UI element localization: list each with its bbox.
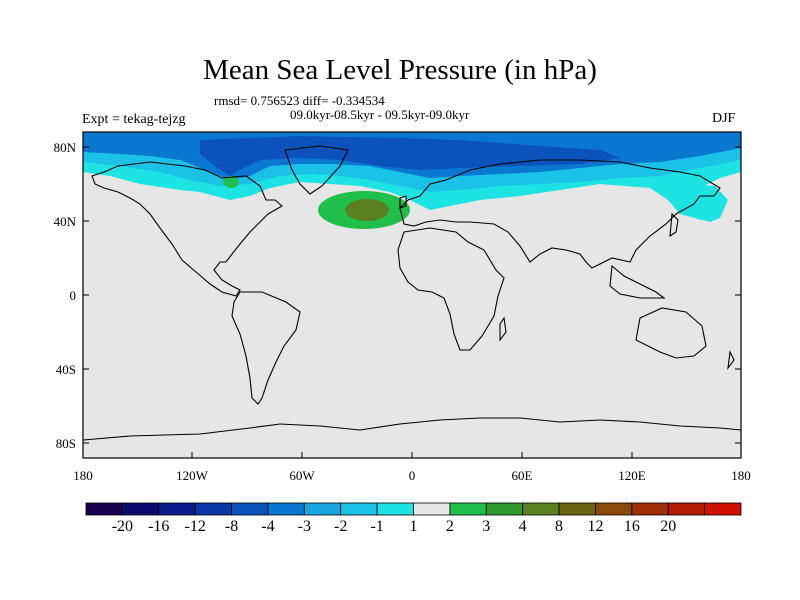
- colorbar-swatch: [522, 502, 560, 516]
- colorbar-swatch: [704, 502, 742, 516]
- colorbar-swatch: [231, 502, 269, 516]
- positive-anomaly-mid: [345, 199, 389, 221]
- x-tick-label: 60E: [511, 468, 533, 483]
- colorbar-swatch: [376, 502, 414, 516]
- colorbar-swatch: [485, 502, 524, 516]
- colorbar-swatch: [340, 502, 378, 516]
- colorbar-swatch: [449, 502, 487, 516]
- x-tick-label: 120E: [618, 468, 646, 483]
- colorbar-swatch: [667, 502, 706, 516]
- colorbar-label: 8: [555, 518, 564, 535]
- colorbar-label: -2: [334, 518, 348, 535]
- colorbar-label: 16: [623, 518, 640, 535]
- colorbar-swatch: [303, 502, 342, 516]
- y-tick-label: 40S: [55, 362, 76, 377]
- x-tick-label: 120W: [176, 468, 208, 483]
- experiment-label: Expt = tekag-tejzg: [82, 112, 186, 127]
- colorbar-label: 1: [409, 518, 418, 535]
- colorbar-label: 12: [587, 518, 604, 535]
- colorbar-label: -8: [224, 518, 239, 535]
- positive-anomaly-small: [223, 176, 239, 188]
- colorbar-swatch: [158, 502, 196, 516]
- y-tick-label: 40N: [53, 214, 76, 229]
- colorbar-label: 2: [445, 518, 454, 535]
- colorbar-label: -1: [370, 518, 384, 535]
- colorbar-swatch: [558, 502, 596, 516]
- colorbar-label: -3: [297, 518, 311, 535]
- colorbar-label: 3: [482, 518, 491, 535]
- colorbar-label: -12: [184, 518, 206, 535]
- y-tick-label: 80N: [53, 140, 76, 155]
- colorbar-label: -16: [148, 518, 170, 535]
- colorbar-label: 20: [660, 518, 677, 535]
- colorbar-swatch: [121, 502, 160, 516]
- colorbar-swatch: [267, 502, 305, 516]
- x-tick-label: 60W: [289, 468, 315, 483]
- y-tick-label: 0: [69, 288, 77, 303]
- season-label: DJF: [712, 111, 736, 126]
- arctic-band-dark: [200, 136, 620, 176]
- colorbar-label: -20: [111, 518, 134, 535]
- colorbar-label: -4: [261, 518, 275, 535]
- axis-ticks: [83, 146, 741, 458]
- colorbar-swatch: [595, 502, 633, 516]
- x-tick-label: 180: [73, 468, 93, 483]
- colorbar-swatch: [631, 502, 669, 516]
- plot-title: Mean Sea Level Pressure (in hPa): [203, 54, 597, 86]
- colorbar: [85, 502, 742, 516]
- pacific-negative-patch: [668, 184, 728, 220]
- colorbar-swatch: [85, 502, 123, 516]
- x-tick-label: 0: [408, 468, 416, 483]
- colorbar-swatch: [413, 502, 451, 516]
- y-tick-label: 80S: [55, 436, 76, 451]
- period-subtitle: 09.0kyr-08.5kyr - 09.5kyr-09.0kyr: [290, 107, 470, 122]
- stats-subtitle: rmsd= 0.756523 diff= -0.334534: [214, 93, 385, 108]
- colorbar-swatch: [194, 502, 232, 516]
- coastlines: [83, 145, 741, 441]
- colorbar-label: 4: [518, 518, 527, 535]
- x-tick-label: 180: [731, 468, 751, 483]
